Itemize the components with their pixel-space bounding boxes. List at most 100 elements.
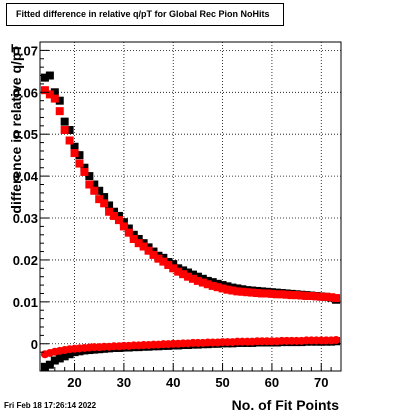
y-tick-label: 0 — [31, 337, 38, 352]
data-point — [292, 291, 301, 300]
data-point — [218, 284, 227, 293]
y-tick-label: 0.07 — [13, 43, 38, 58]
data-point — [70, 142, 79, 151]
chart-title: Fitted difference in relative q/pT for G… — [6, 3, 284, 26]
x-tick-label: 30 — [117, 375, 131, 390]
data-point — [45, 90, 54, 99]
data-point — [253, 289, 262, 298]
tick-labels: 20 30 40 50 60 70 0 0.01 0.02 0.03 0.04 0.05 0.06 0.0… — [13, 43, 329, 390]
data-point — [193, 276, 202, 285]
data-point — [188, 270, 197, 279]
data-point — [80, 163, 89, 172]
data-point — [149, 250, 158, 259]
data-point — [114, 211, 123, 220]
data-point — [124, 228, 133, 237]
data-point — [60, 126, 69, 135]
data-point — [322, 292, 331, 301]
data-point — [228, 286, 237, 295]
data-point — [60, 117, 69, 126]
data-point — [312, 292, 321, 301]
data-point — [248, 288, 257, 297]
data-point — [55, 354, 64, 363]
data-point — [110, 211, 119, 220]
x-tick-label: 70 — [314, 375, 328, 390]
x-tick-label: 50 — [215, 375, 229, 390]
plot-frame — [39, 41, 342, 372]
data-point — [55, 96, 64, 105]
data-point — [144, 246, 153, 255]
data-point — [95, 186, 104, 195]
data-point — [65, 126, 74, 135]
data-point — [134, 239, 143, 248]
data-point — [327, 293, 336, 302]
data-point — [60, 352, 69, 361]
data-point — [110, 207, 119, 216]
data-point — [179, 270, 188, 279]
data-point — [119, 222, 128, 231]
data-point — [105, 207, 114, 216]
data-point — [307, 291, 316, 300]
x-tick-label: 20 — [67, 375, 81, 390]
data-markers — [40, 71, 341, 371]
data-point — [100, 199, 109, 208]
data-point — [100, 193, 109, 202]
data-point — [95, 195, 104, 204]
data-point — [129, 234, 138, 243]
data-point — [233, 287, 242, 296]
y-tick-label: 0.06 — [13, 85, 38, 100]
data-point — [85, 172, 94, 181]
axes — [39, 41, 342, 372]
data-point — [213, 283, 222, 292]
data-point — [258, 289, 267, 298]
data-point — [70, 149, 79, 158]
data-point — [119, 218, 128, 227]
data-point — [243, 288, 252, 297]
data-point — [154, 254, 163, 263]
data-point — [40, 362, 49, 371]
data-point — [198, 278, 207, 287]
data-point — [262, 289, 271, 298]
data-point — [184, 272, 193, 281]
x-tick-label: 40 — [166, 375, 180, 390]
data-point — [174, 267, 183, 276]
data-point — [267, 289, 276, 298]
data-point — [65, 350, 74, 359]
data-point — [193, 272, 202, 281]
y-tick-label: 0.02 — [13, 253, 38, 268]
data-point — [50, 356, 59, 365]
x-tick-label: 60 — [265, 375, 279, 390]
data-point — [129, 230, 138, 239]
y-axis-title: difference in relative q/pT — [8, 44, 24, 214]
data-point — [65, 136, 74, 145]
data-point — [40, 86, 49, 95]
grid-lines — [40, 42, 341, 371]
data-point — [75, 151, 84, 160]
data-point — [139, 242, 148, 251]
x-axis-title: No. of Fit Points — [232, 397, 340, 413]
data-point — [317, 292, 326, 301]
data-point — [90, 186, 99, 195]
data-point — [45, 71, 54, 80]
data-point — [80, 167, 89, 176]
data-point — [169, 264, 178, 273]
data-point — [164, 260, 173, 269]
timestamp: Fri Feb 18 17:26:14 2022 — [4, 401, 97, 410]
data-point — [159, 257, 168, 266]
data-point — [272, 290, 281, 299]
data-point — [134, 234, 143, 243]
y-tick-label: 0.01 — [13, 295, 38, 310]
data-point — [287, 291, 296, 300]
data-point — [124, 224, 133, 233]
data-point — [169, 260, 178, 269]
data-point — [85, 180, 94, 189]
data-point — [282, 290, 291, 299]
data-point — [297, 291, 306, 300]
data-point — [90, 180, 99, 189]
data-point — [184, 268, 193, 277]
data-point — [75, 159, 84, 168]
y-tick-label: 0.05 — [13, 127, 38, 142]
data-point — [332, 294, 341, 303]
data-point — [50, 94, 59, 103]
data-point — [50, 88, 59, 97]
